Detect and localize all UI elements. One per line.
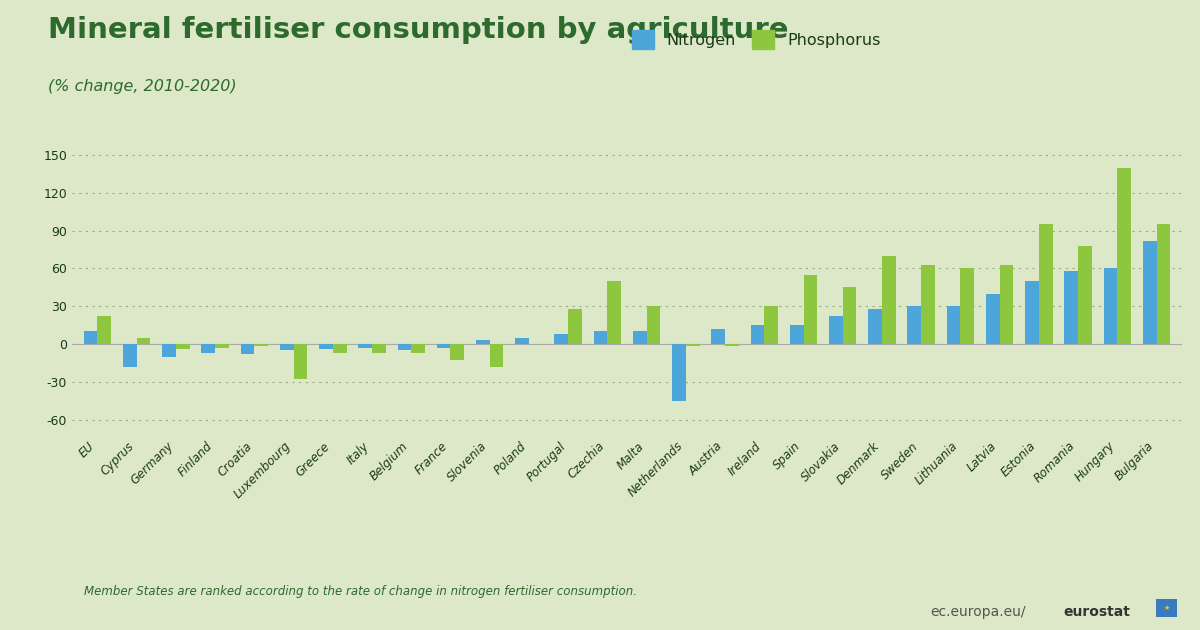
Bar [1039,224,1052,344]
Text: eurostat: eurostat [1063,605,1130,619]
Bar [554,334,568,344]
Bar [790,325,804,344]
Bar [202,344,215,353]
Bar [241,344,254,354]
Bar [869,309,882,344]
Bar [647,306,660,344]
Bar [1025,281,1039,344]
Bar [907,306,922,344]
Bar [712,329,725,344]
Bar [986,294,1000,344]
Bar [280,344,294,350]
Bar [686,344,700,346]
Bar [750,325,764,344]
Bar [960,268,974,344]
Bar [437,344,450,348]
Text: Mineral fertiliser consumption by agriculture: Mineral fertiliser consumption by agricu… [48,16,788,43]
Bar [632,331,647,344]
Bar [84,331,97,344]
Text: ec.europa.eu/: ec.europa.eu/ [930,605,1026,619]
Bar [332,344,347,353]
Bar [1000,265,1013,344]
Bar [1104,268,1117,344]
Bar [412,344,425,353]
Bar [122,344,137,367]
Legend: Nitrogen, Phosphorus: Nitrogen, Phosphorus [625,24,887,55]
Text: ★: ★ [1163,605,1170,611]
Bar [607,281,622,344]
Bar [359,344,372,348]
Bar [1142,241,1157,344]
Bar [162,344,176,357]
Bar [829,316,842,344]
Bar [397,344,412,350]
Bar [882,256,895,344]
Bar [294,344,307,379]
Bar [176,344,190,349]
Bar [594,331,607,344]
Bar [137,338,150,344]
Bar [725,344,739,346]
Bar [319,344,332,349]
Bar [947,306,960,344]
Bar [1117,168,1132,344]
Bar [804,275,817,344]
Bar [764,306,778,344]
Bar [215,344,229,348]
Bar [450,344,464,360]
Bar [1064,271,1078,344]
Bar [254,344,268,346]
Bar [1078,246,1092,344]
Bar [568,309,582,344]
Text: (% change, 2010-2020): (% change, 2010-2020) [48,79,236,94]
Bar [515,338,529,344]
Bar [922,265,935,344]
Bar [490,344,504,367]
Bar [372,344,385,353]
Bar [476,340,490,344]
Bar [672,344,686,401]
Bar [97,316,112,344]
Text: Member States are ranked according to the rate of change in nitrogen fertiliser : Member States are ranked according to th… [84,585,636,598]
Bar [1157,224,1170,344]
Bar [842,287,857,344]
